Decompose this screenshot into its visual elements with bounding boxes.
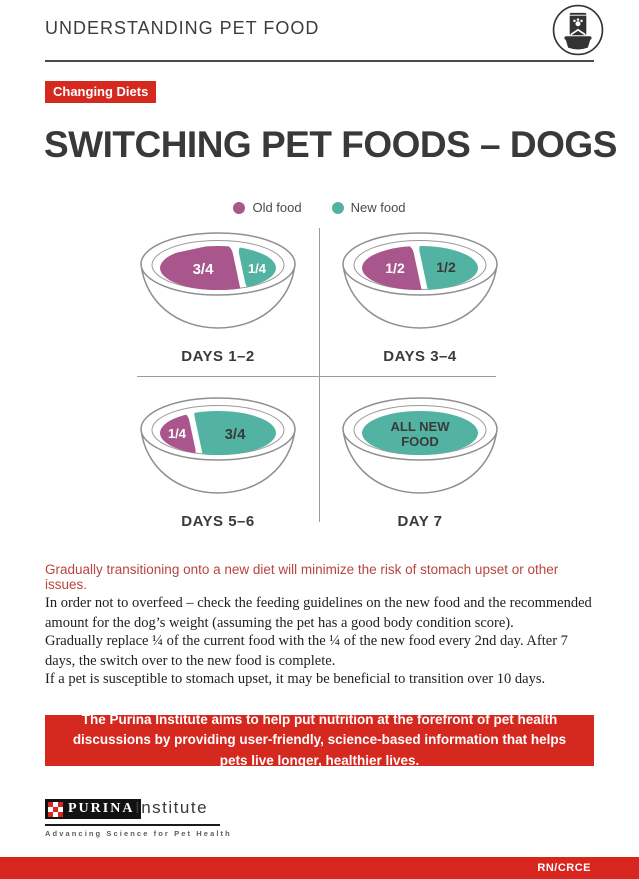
highlight-sentence: Gradually transitioning onto a new diet … [45,562,559,592]
purina-checkerboard-icon [48,801,63,817]
bowl-label: DAYS 1–2 [181,348,255,365]
section-badge: Changing Diets [45,81,157,103]
document-code: RN/CRCE [537,862,591,874]
all-new-food-line1: ALL NEW [391,419,451,434]
purina-wordmark: PURINA [68,801,135,816]
grid-divider-vertical [319,228,320,522]
logo-underline [45,824,220,826]
bowl-diagram-days-1-2: 3/4 1/4 DAYS 1–2 [133,226,303,365]
bowl-label: DAY 7 [397,513,443,530]
mission-callout-box: The Purina Institute aims to help put nu… [45,712,594,768]
body-paragraph-3: If a pet is susceptible to stomach upset… [45,671,546,687]
grid-divider-horizontal [137,376,496,377]
legend-label-old: Old food [252,200,302,215]
fraction-new: 3/4 [225,426,247,443]
page-title: SWITCHING PET FOODS – DOGS [44,124,617,165]
bowl-illustration: 1/4 3/4 [140,397,296,494]
legend-label-new: New food [350,200,406,215]
bowl-diagram-day-7: ALL NEW FOOD DAY 7 [335,391,505,530]
mission-callout-text: The Purina Institute aims to help put nu… [72,712,567,768]
bowl-diagram-days-3-4: 1/2 1/2 DAYS 3–4 [335,226,505,365]
fraction-old: 3/4 [193,261,215,278]
fraction-old: 1/2 [385,260,405,276]
fraction-old: 1/4 [168,426,187,441]
bottom-red-bar: RN/CRCE [0,857,639,879]
bowl-illustration: 3/4 1/4 [140,232,296,329]
all-new-food-line2: FOOD [401,434,439,449]
body-paragraph-1: In order not to overfeed – check the fee… [45,595,592,631]
fraction-new: 1/2 [436,259,456,275]
fraction-new: 1/4 [248,261,267,276]
bowl-illustration: ALL NEW FOOD [342,397,498,494]
purina-logo: PURINA [45,799,142,819]
bowl-label: DAYS 5–6 [181,513,255,530]
new-food-swatch-icon [331,201,344,214]
institute-wordmark: Institute [135,798,209,817]
legend-item-new-food: New food [331,200,406,215]
pet-food-bag-bowl-icon [552,4,604,56]
header-title: UNDERSTANDING PET FOOD [45,18,320,38]
bowl-diagram-days-5-6: 1/4 3/4 DAYS 5–6 [133,391,303,530]
body-paragraph-2: Gradually replace ¼ of the current food … [45,633,568,669]
logo-tagline: Advancing Science for Pet Health [45,829,232,838]
old-food-swatch-icon [233,201,246,214]
legend-item-old-food: Old food [233,200,302,215]
bowl-label: DAYS 3–4 [383,348,457,365]
bowl-illustration: 1/2 1/2 [342,232,498,329]
legend: Old food New food [0,200,639,215]
header-divider [45,60,594,62]
